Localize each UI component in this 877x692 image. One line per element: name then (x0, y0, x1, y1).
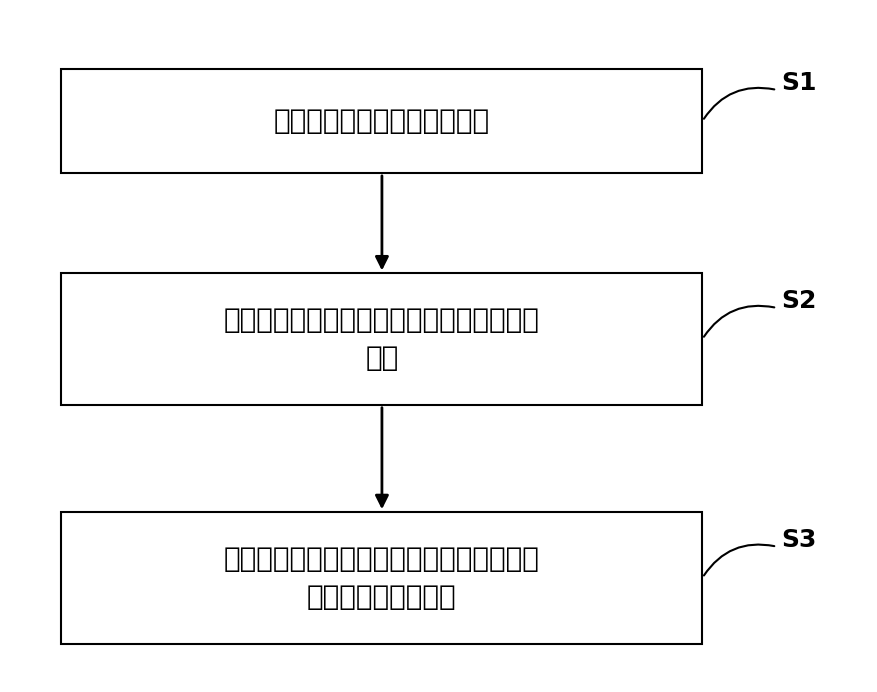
Bar (61, 273, 702, 405)
Text: S3: S3 (781, 528, 816, 552)
Text: S2: S2 (781, 289, 816, 313)
Text: 获取耗材芯片的耗材信息存储区域及非访问: 获取耗材芯片的耗材信息存储区域及非访问 (224, 306, 539, 334)
Bar (61, 69, 702, 173)
Bar (61, 512, 702, 644)
Text: S1: S1 (781, 71, 816, 95)
Text: 区域: 区域 (365, 344, 398, 372)
Text: 非访问区域的数据值: 非访问区域的数据值 (307, 583, 456, 611)
Text: 根据数据变化方式改写耗材信息存储区域及: 根据数据变化方式改写耗材信息存储区域及 (224, 545, 539, 573)
Text: 获取耗材芯片的数据变化方式: 获取耗材芯片的数据变化方式 (274, 107, 489, 135)
